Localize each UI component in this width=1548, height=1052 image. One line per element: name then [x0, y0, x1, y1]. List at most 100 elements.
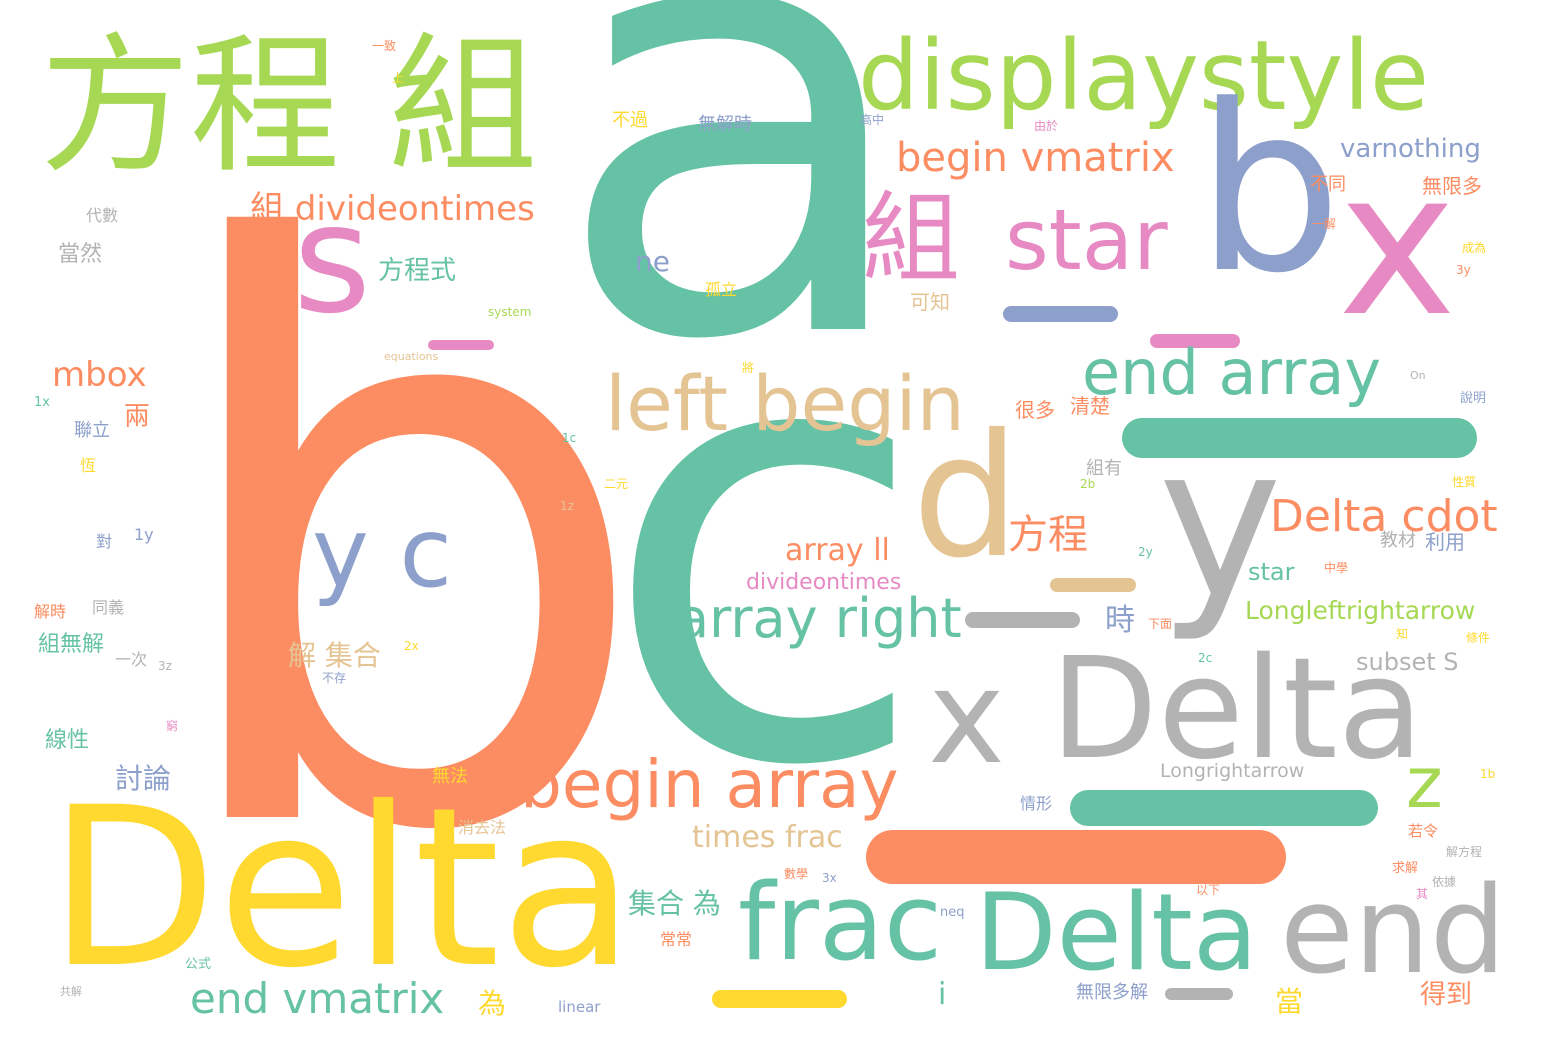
word-y1: 1y — [134, 525, 154, 544]
word-taolun: 討論 — [115, 762, 172, 795]
word-yizhi: 一致 — [372, 39, 397, 53]
word-xingzhi: 性質 — [1452, 475, 1477, 489]
word-zuwujie: 組無解 — [38, 632, 105, 657]
word-fangchengshi: 方程式 — [378, 256, 457, 286]
word-delta-big: Delta — [48, 760, 635, 1016]
word-delta-cdot: Delta cdot — [1270, 491, 1498, 542]
word-daishu: 代數 — [86, 206, 119, 225]
word-gaozhong: 高中 — [860, 113, 885, 127]
orange-bar — [866, 830, 1286, 884]
word-star-small: star — [1248, 558, 1295, 586]
word-c: c — [600, 198, 930, 897]
word-changchang: 常常 — [660, 930, 693, 949]
word-dui: 對 — [96, 532, 113, 551]
word-left-begin: left begin — [605, 359, 965, 448]
word-a: a — [552, 0, 920, 471]
word-zuyou: 組有 — [1086, 458, 1122, 479]
word-xiaoqufa: 消去法 — [458, 818, 507, 837]
word-varnothing: varnothing — [1340, 134, 1481, 164]
word-c2: 2c — [1198, 651, 1213, 665]
word-divideontimes: divideontimes — [746, 570, 902, 595]
tan-bar — [1050, 578, 1136, 592]
word-shang: 上 — [392, 71, 405, 85]
word-z: z — [1406, 742, 1443, 824]
word-mbox: mbox — [52, 355, 147, 395]
word-dedao: 得到 — [1420, 980, 1473, 1010]
word-jiefangcheng: 解方程 — [1446, 845, 1483, 859]
word-x3: 3x — [822, 871, 837, 885]
word-dang: 當 — [1275, 985, 1304, 1018]
word-subset: subset S — [1356, 648, 1459, 676]
word-d: d — [912, 398, 1020, 596]
word-equations: equations — [384, 350, 439, 363]
word-fangchengzu: 方程 組 — [40, 20, 538, 194]
word-liyong: 利用 — [1425, 530, 1465, 554]
word-qiong: 窮 — [166, 719, 179, 733]
word-qingjing: 情形 — [1020, 794, 1053, 813]
word-array-ll: array ll — [785, 533, 890, 568]
pink-bar-2 — [428, 340, 494, 350]
word-frac: frac — [738, 861, 943, 984]
word-zhidao: 知 — [1396, 627, 1409, 641]
word-system: system — [488, 305, 532, 319]
word-b2b: 2b — [1080, 477, 1096, 491]
word-yijie: 一解 — [1312, 217, 1337, 231]
word-ne: ne — [635, 245, 670, 278]
word-yiju: 依據 — [1432, 875, 1457, 889]
word-butong: 不同 — [1310, 174, 1346, 195]
word-end-array: end array — [1082, 336, 1382, 409]
word-z3: 3z — [158, 659, 172, 673]
teal-bar-1 — [1122, 418, 1477, 458]
word-guli: 孤立 — [705, 280, 738, 299]
word-jihe-wei: 集合 為 — [628, 887, 721, 920]
word-wuxianduo: 無限多 — [1422, 174, 1482, 198]
word-y-c: y c — [312, 497, 453, 609]
word-yibuwei: 一不為 — [372, 40, 375, 41]
word-z1: 1z — [560, 499, 574, 513]
word-jiang: 將 — [742, 361, 755, 375]
word-linear: linear — [558, 998, 601, 1016]
word-b1: 1b — [1480, 767, 1496, 781]
word-s: s — [293, 173, 372, 347]
word-end: end — [1280, 862, 1507, 1001]
word-begin-vmatrix: begin vmatrix — [896, 135, 1175, 181]
word-xianxing: 線性 — [45, 728, 90, 753]
word-times-frac: times frac — [692, 820, 843, 855]
word-jijie: 即解 — [574, 666, 607, 685]
word-qingchu: 清楚 — [1070, 394, 1110, 418]
word-qiujie: 求解 — [1392, 861, 1419, 876]
yellow-bar — [712, 990, 847, 1008]
word-dangran: 當然 — [58, 242, 103, 267]
word-youyu: 由於 — [1034, 119, 1059, 133]
word-x: x — [1338, 128, 1457, 361]
word-gongshi: 公式 — [185, 957, 212, 972]
word-chengwei: 成為 — [1462, 241, 1487, 255]
word-lianli: 聯立 — [74, 420, 110, 441]
word-delta-gray: Delta — [1050, 628, 1424, 791]
word-tiaojian: 條件 — [1466, 631, 1491, 645]
word-y2: 2y — [1138, 545, 1153, 559]
word-heng: 恆 — [80, 456, 97, 475]
word-end-vmatrix: end vmatrix — [190, 974, 445, 1023]
word-x2b: 2x — [404, 639, 419, 653]
word-i: i — [938, 977, 947, 1012]
word-liang: 兩 — [124, 402, 151, 432]
word-array-right: array right — [676, 587, 962, 650]
word-sanyuan: 三元 — [246, 767, 271, 781]
word-star: star — [1005, 191, 1168, 289]
gray-bar-1 — [965, 612, 1080, 628]
word-c1: 1c — [562, 431, 577, 445]
word-on: On — [1410, 369, 1426, 382]
word-b2: b — [1196, 57, 1342, 324]
teal-bar-2 — [1070, 790, 1378, 826]
word-longleftrightarrow: Longleftrightarrow — [1245, 596, 1476, 625]
pink-bar-1 — [1150, 334, 1240, 348]
word-xiamian: 下面 — [1148, 617, 1173, 631]
word-zhongxue: 中學 — [1324, 561, 1349, 575]
word-erjie: 二元 — [604, 477, 629, 491]
word-zu-divideontimes: 組 divideontimes — [250, 189, 535, 229]
word-kezhi: 可知 — [910, 290, 950, 314]
word-wuxianduojie: 無限多解 — [1076, 982, 1148, 1003]
word-yixia: 以下 — [1196, 883, 1221, 897]
